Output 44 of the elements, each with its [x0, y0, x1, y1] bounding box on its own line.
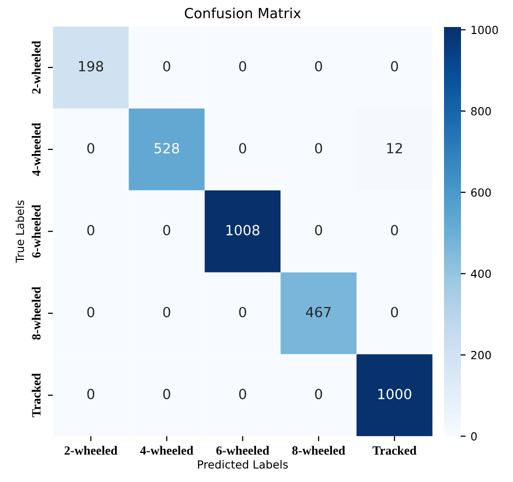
x-tick-label: 2-wheeled	[64, 446, 118, 455]
data-label: 1000	[378, 388, 412, 400]
data-label: 0	[390, 224, 398, 236]
y-tick-label: Tracked	[32, 373, 41, 418]
x-tick-label: 8-wheeled	[292, 446, 346, 455]
data-label: 0	[87, 388, 94, 400]
data-label: 12	[387, 142, 402, 154]
x-tick-label: 4-wheeled	[140, 446, 194, 455]
data-label: 0	[163, 224, 170, 236]
data-label: 0	[87, 224, 94, 236]
y-axis-title: True Labels	[15, 200, 24, 263]
data-label: 198	[79, 61, 104, 72]
data-label: 0	[163, 388, 170, 400]
chart-title: Confusion Matrix	[184, 8, 301, 18]
data-label: 0	[239, 306, 246, 318]
y-tick-label: 2-wheeled	[32, 40, 41, 94]
data-label: 528	[154, 142, 180, 154]
data-label: 0	[163, 306, 170, 318]
y-tick-label: 8-wheeled	[32, 286, 41, 340]
color-bar-label: 600	[471, 188, 491, 197]
data-label: 0	[315, 61, 322, 72]
x-tick-label: 6-wheeled	[216, 446, 270, 455]
x-tick-label: Tracked	[372, 446, 416, 455]
data-label: 0	[390, 306, 398, 318]
data-label: 1008	[226, 224, 260, 236]
color-bar-label: 400	[470, 270, 491, 278]
y-tick-label: 4-wheeled	[32, 122, 41, 176]
data-label: 0	[239, 388, 246, 400]
data-label: 0	[87, 306, 94, 318]
x-axis-title: Predicted Labels	[198, 460, 288, 469]
data-label: 467	[306, 306, 331, 318]
y-tick-label: 6-wheeled	[32, 204, 41, 258]
color-bar-label: 0	[471, 432, 477, 441]
color-bar-label: 800	[471, 107, 491, 116]
data-label: 0	[239, 61, 246, 72]
color-bar-label: 1000	[472, 26, 498, 34]
data-label: 0	[315, 142, 322, 154]
data-label: 0	[315, 224, 322, 236]
data-label: 0	[163, 61, 170, 72]
data-label: 0	[315, 388, 322, 400]
data-label: 0	[239, 142, 246, 154]
data-label: 0	[390, 61, 398, 72]
data-label: 0	[87, 142, 94, 154]
color-bar-label: 200	[471, 350, 491, 360]
